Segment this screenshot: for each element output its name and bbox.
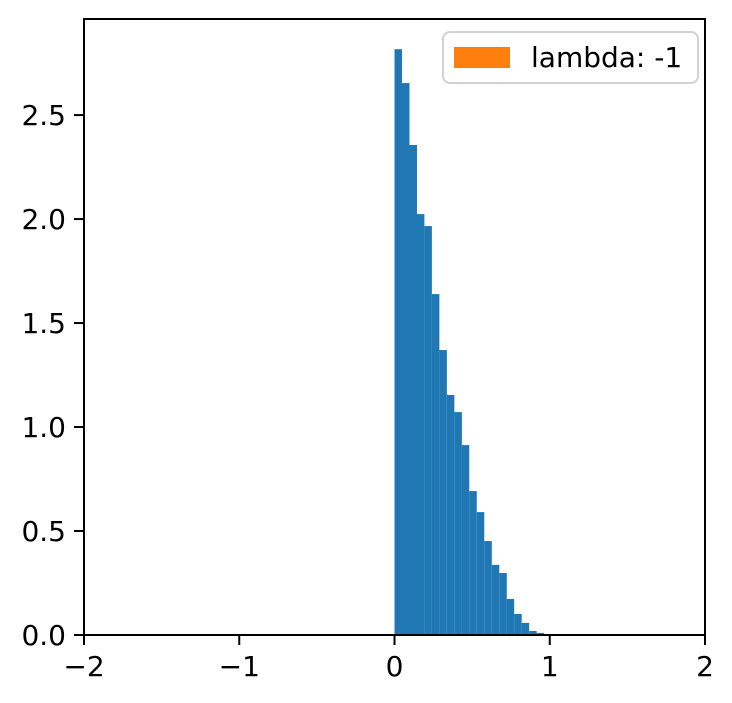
histogram-bar [491,564,500,635]
histogram-bar [402,83,410,636]
histogram-bar [446,395,455,635]
histogram-bar [521,622,530,635]
y-tick-label: 2.5 [21,99,66,132]
x-tick-label: 0 [386,650,404,683]
histogram-bar [506,599,515,635]
histogram-bar [484,541,492,635]
x-tick-label: 1 [541,650,559,683]
y-tick-label: 0.5 [21,515,66,548]
histogram-bar [514,614,522,635]
y-tick-label: 2.0 [21,203,66,236]
y-tick-label: 1.0 [21,411,66,444]
histogram-bar [416,214,425,635]
histogram-bar [454,412,462,635]
y-tick-label: 0.0 [21,619,66,652]
histogram-bar [394,49,402,635]
y-tick-label: 1.5 [21,307,66,340]
x-tick-label: −1 [219,650,260,683]
histogram-bar [476,512,485,635]
legend-swatch [454,47,510,68]
histogram-bar [469,491,477,635]
histogram-bar [424,226,432,635]
histogram-bar [439,350,447,635]
histogram-bar [431,294,440,635]
x-tick-label: −2 [63,650,104,683]
histogram-bar [409,145,417,635]
histogram-bar [461,445,470,635]
legend-label: lambda: -1 [531,40,683,74]
histogram-bar [529,631,537,635]
legend: lambda: -1 [442,31,700,84]
histogram-bar [536,632,545,635]
histogram-bar [499,573,507,635]
x-tick-label: 2 [696,650,714,683]
